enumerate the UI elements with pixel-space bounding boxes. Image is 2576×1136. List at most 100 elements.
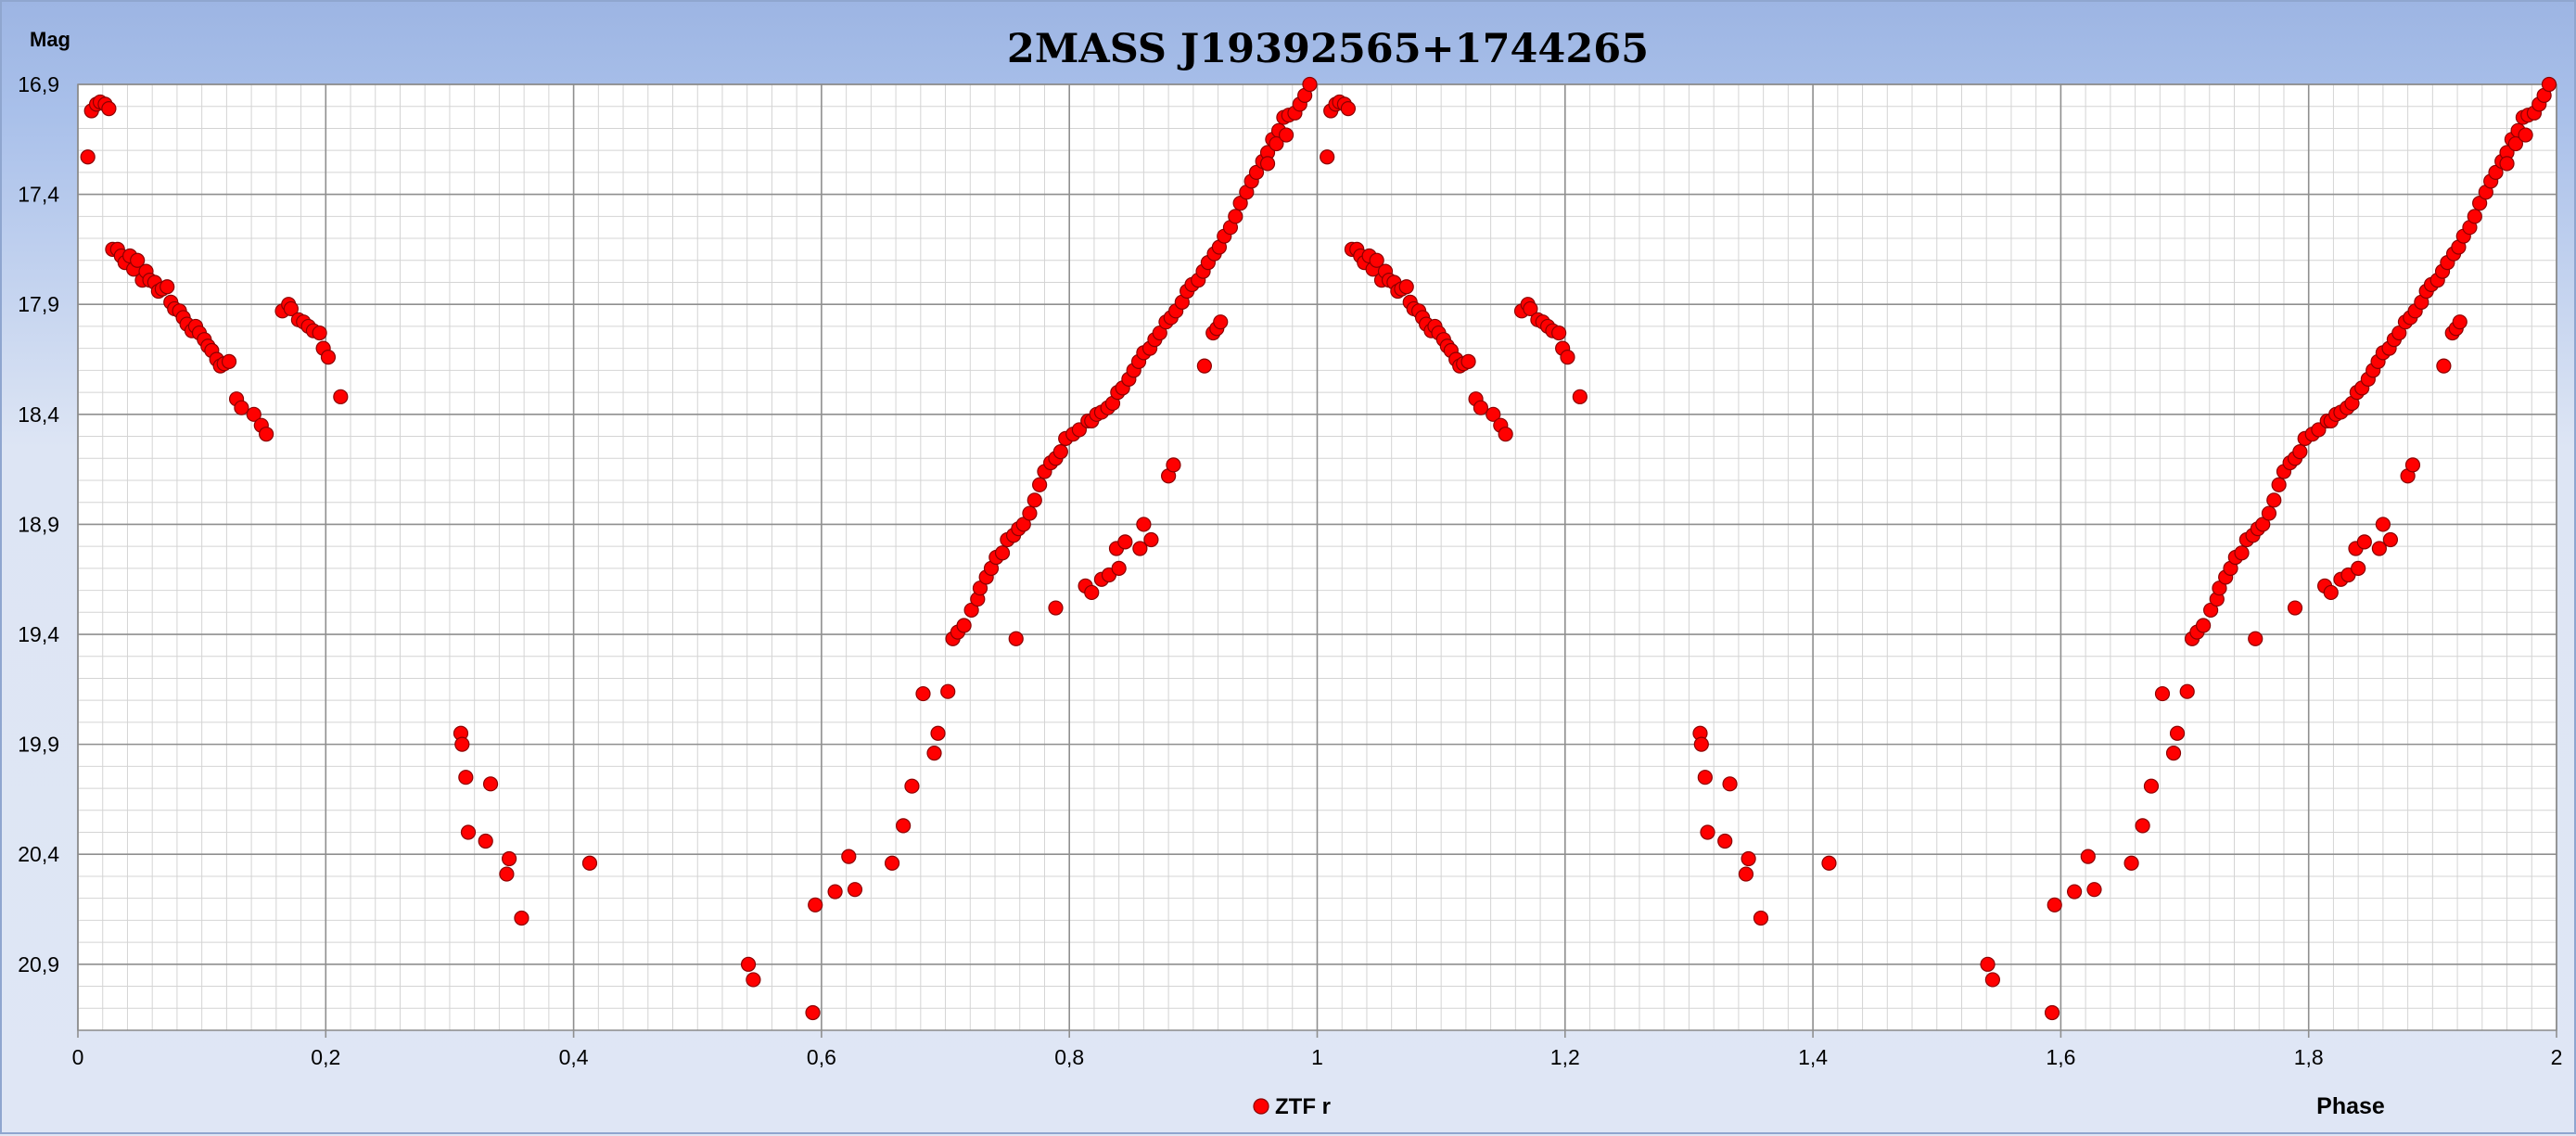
data-point — [808, 897, 823, 913]
data-point — [896, 818, 912, 834]
data-point — [1196, 358, 1212, 374]
data-point — [312, 325, 327, 341]
data-point — [1278, 127, 1294, 143]
data-point — [1111, 560, 1127, 576]
data-point — [320, 350, 337, 365]
data-point — [1084, 584, 1100, 601]
data-point — [1738, 866, 1754, 882]
y-tick-label: 17,4 — [18, 183, 59, 207]
data-point — [2154, 685, 2171, 702]
data-point — [2143, 778, 2160, 794]
data-point — [956, 618, 972, 633]
data-point — [926, 746, 942, 761]
data-point — [283, 300, 299, 317]
data-point — [2165, 746, 2182, 761]
legend-marker — [1253, 1098, 1269, 1115]
data-point — [1117, 534, 1133, 550]
x-tick-label: 0,2 — [311, 1045, 340, 1069]
data-point — [1717, 833, 1733, 849]
data-point — [2179, 683, 2195, 699]
data-point — [740, 956, 757, 972]
data-point — [1572, 389, 1588, 404]
y-axis-ticks: 16,9 17,4 17,9 18,4 18,9 19,4 19,9 20,4 20,9 — [18, 72, 59, 976]
data-point — [884, 855, 900, 871]
data-point — [234, 400, 249, 415]
data-point — [1269, 135, 1284, 152]
data-point — [1697, 770, 1713, 785]
data-point — [1722, 776, 1738, 792]
data-point — [904, 778, 920, 794]
data-point — [2518, 127, 2533, 143]
y-axis-label: Mag — [30, 28, 70, 51]
data-point — [1369, 252, 1384, 268]
data-point — [2080, 849, 2096, 864]
x-axis-label: Phase — [2316, 1093, 2385, 1119]
data-point — [1022, 505, 1038, 521]
data-point — [482, 776, 499, 792]
data-point — [2292, 444, 2308, 460]
major-grid — [77, 83, 2557, 1030]
data-point — [2123, 855, 2139, 871]
x-tick-label: 1,6 — [2046, 1045, 2075, 1069]
data-point — [1460, 353, 1476, 369]
data-point — [502, 850, 517, 867]
data-point — [499, 866, 515, 882]
data-point — [458, 770, 474, 785]
data-point — [915, 685, 931, 702]
data-point — [2266, 492, 2282, 508]
data-point — [940, 683, 956, 699]
data-point — [2044, 1004, 2060, 1021]
data-point — [1213, 314, 1229, 330]
data-point — [1398, 279, 1414, 295]
x-tick-label: 0,4 — [559, 1045, 589, 1069]
data-point — [2323, 584, 2339, 601]
data-point — [1166, 457, 1181, 473]
data-point — [130, 252, 146, 268]
legend-label: ZTF r — [1275, 1094, 1331, 1119]
chart-title: 2MASS J19392565+1744265 — [1007, 26, 1649, 72]
data-point — [1132, 541, 1148, 556]
y-tick-label: 20,4 — [18, 842, 59, 866]
data-point — [514, 910, 529, 926]
data-point — [80, 149, 96, 165]
data-point — [1551, 325, 1567, 341]
x-tick-label: 1 — [1311, 1045, 1323, 1069]
data-point — [2507, 135, 2523, 152]
data-point — [1143, 531, 1159, 548]
data-point — [1473, 400, 1489, 415]
x-tick-label: 0,8 — [1054, 1045, 1084, 1069]
data-point — [2375, 517, 2391, 532]
data-point — [1741, 850, 1756, 867]
x-tick-label: 0,6 — [807, 1045, 836, 1069]
y-tick-label: 19,9 — [18, 733, 59, 757]
data-point — [1259, 156, 1276, 172]
data-point — [1700, 824, 1715, 840]
data-point — [1486, 406, 1501, 422]
data-point — [930, 725, 946, 741]
y-tick-label: 18,4 — [18, 402, 59, 427]
data-point — [581, 855, 598, 871]
data-point — [746, 972, 761, 988]
data-point — [2351, 560, 2366, 576]
x-axis-ticks: 0 0,2 0,4 0,6 0,8 1 1,2 1,4 1,6 1,8 2 — [72, 1030, 2562, 1069]
data-point — [1302, 76, 1318, 93]
data-point — [2467, 209, 2482, 224]
data-point — [221, 353, 237, 369]
data-point — [2404, 457, 2421, 473]
data-point — [246, 406, 261, 422]
y-tick-label: 20,9 — [18, 952, 59, 976]
data-point — [2371, 541, 2387, 556]
data-point — [1320, 149, 1335, 165]
data-points — [80, 76, 2557, 1021]
data-point — [460, 824, 477, 840]
data-point — [827, 884, 843, 900]
x-tick-label: 0 — [72, 1045, 84, 1069]
data-point — [2086, 882, 2102, 898]
data-point — [1027, 492, 1042, 508]
data-point — [2287, 600, 2303, 616]
data-point — [1032, 477, 1048, 492]
data-point — [1523, 300, 1538, 317]
data-point — [2356, 534, 2372, 550]
